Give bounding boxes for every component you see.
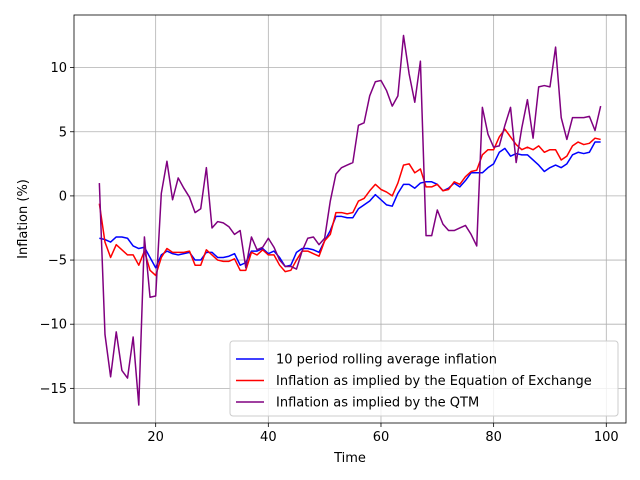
legend-entry: 10 period rolling average inflation [276, 353, 497, 368]
series-line-1 [99, 141, 601, 269]
x-tick-label: 100 [594, 430, 619, 445]
x-tick-label: 20 [147, 430, 164, 445]
y-tick-label: 0 [59, 189, 67, 204]
x-tick-label: 40 [260, 430, 277, 445]
legend-entry: Inflation as implied by the QTM [276, 396, 479, 411]
legend-entry: Inflation as implied by the Equation of … [276, 374, 592, 389]
x-axis-label: Time [333, 451, 366, 466]
x-tick-label: 60 [373, 430, 390, 445]
y-tick-label: 10 [50, 61, 67, 76]
axis-ticks: 20 40 60 80 100 −15 −10 −5 0 5 10 [40, 61, 619, 445]
y-tick-label: −10 [40, 318, 67, 333]
legend: 10 period rolling average inflation Infla… [229, 340, 619, 417]
legend-box [229, 340, 619, 417]
series-lines [98, 34, 602, 406]
y-axis-label: Inflation (%) [16, 179, 31, 259]
x-tick-label: 80 [485, 430, 502, 445]
series-line-3 [98, 34, 602, 406]
y-tick-label: −15 [40, 382, 67, 397]
plot-frame [73, 14, 627, 424]
y-tick-label: −5 [48, 254, 67, 269]
series-line-2 [98, 128, 601, 277]
y-tick-label: 5 [59, 125, 67, 140]
